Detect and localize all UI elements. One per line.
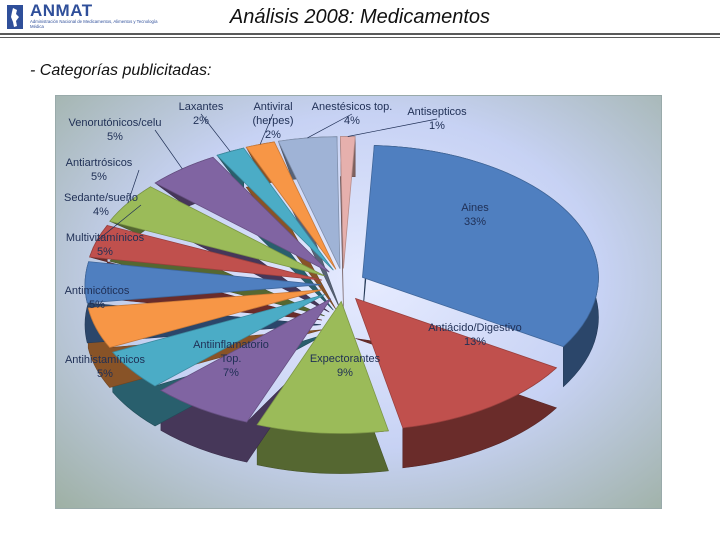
slice-value-label: 13%	[464, 336, 486, 348]
leader-line	[96, 204, 142, 242]
pie-slice	[277, 136, 341, 269]
slice-value-label: 5%	[91, 171, 107, 183]
slice-name-label: Antimicóticos	[65, 285, 130, 297]
header: ANMAT Administración Nacional de Medicam…	[0, 0, 720, 38]
slice-value-label: 1%	[429, 120, 445, 132]
pie-slice	[84, 261, 322, 304]
slice-label: Multivitamínicos 5%	[66, 232, 145, 258]
slice-name-label: Venorutónicos/celu	[69, 117, 162, 129]
slice-name-label: Top.	[221, 353, 242, 365]
leader-line	[200, 113, 231, 152]
slice-name-label: Laxantes	[179, 101, 224, 113]
pie-slice	[154, 156, 330, 273]
slice-value-label: 9%	[337, 367, 353, 379]
section-subtitle: - Categorías publicitadas:	[30, 62, 212, 79]
slice-label: Antiartrósicos 5%	[66, 157, 133, 183]
slice-value-label: 5%	[97, 368, 113, 380]
slice-name-label: Antiviral	[253, 101, 292, 113]
slice-value-label: 33%	[464, 216, 486, 228]
pie-slice	[362, 145, 599, 348]
page-title: Análisis 2008: Medicamentos	[229, 6, 491, 28]
pie-slice	[354, 297, 558, 429]
logo-text: ANMAT	[30, 1, 93, 20]
slice-name-label: Antihistamínicos	[65, 354, 146, 366]
leader-line	[127, 169, 140, 204]
slice-label: Antimicóticos 5%	[65, 285, 130, 311]
slice-label: Venorutónicos/celu 5%	[69, 117, 162, 143]
slice-name-label: Antiácido/Digestivo	[428, 322, 522, 334]
slice-name-label: Sedante/sueño	[64, 192, 138, 204]
slice-label: Antiviral (herpes) 2%	[253, 101, 294, 141]
pie-slice	[112, 294, 326, 387]
slice-label: Anestésicos top. 4%	[312, 101, 393, 127]
slice-name-label: Multivitamínicos	[66, 232, 145, 244]
pie-top-layer	[84, 136, 599, 434]
slice-value-label: 5%	[89, 299, 105, 311]
slice-name-label: Anestésicos top.	[312, 101, 393, 113]
slice-name-label: Expectorantes	[310, 353, 381, 365]
slice-label: Sedante/sueño 4%	[64, 192, 138, 218]
pie-labels: Aines 33% Antiácido/Digestivo 13% Expectoran…	[64, 101, 522, 380]
slice-value-label: 2%	[265, 129, 281, 141]
pie-slice	[160, 298, 332, 423]
leader-line	[154, 129, 183, 170]
slice-name-label: Aines	[461, 202, 489, 214]
header-rule-thin	[0, 37, 720, 38]
pie-slice	[109, 186, 325, 277]
slice-value-label: 5%	[97, 246, 113, 258]
slice-label: Antiinflamatorio Top. 7%	[193, 339, 269, 379]
slice-label: Antihistamínicos 5%	[65, 354, 146, 380]
pie-slice	[87, 289, 323, 348]
slice-name-label: Antiartrósicos	[66, 157, 133, 169]
argentina-map-icon	[7, 5, 23, 29]
logo-subtext: Administración Nacional de Medicamentos,…	[30, 19, 158, 29]
pie-slice	[339, 136, 356, 269]
leader-line	[307, 113, 353, 139]
anmat-logo: ANMAT Administración Nacional de Medicam…	[4, 1, 157, 32]
slice-label: Laxantes 2%	[179, 101, 224, 127]
pie-leader-lines	[96, 113, 438, 242]
slice-label: Expectorantes 9%	[310, 353, 381, 379]
slice-value-label: 2%	[193, 115, 209, 127]
slice-label: Aines 33%	[461, 202, 489, 228]
slice-label: Antiácido/Digestivo 13%	[428, 322, 522, 348]
slice-name-label: Antiinflamatorio	[193, 339, 269, 351]
pie-slice	[256, 300, 389, 434]
slice-name-label: Antisepticos	[407, 106, 467, 118]
header-rule	[0, 33, 720, 35]
leader-line	[347, 118, 438, 137]
slice-value-label: 5%	[107, 131, 123, 143]
slice-name-label: (herpes)	[253, 115, 294, 127]
pie-chart: Aines 33% Antiácido/Digestivo 13% Expectoran…	[64, 101, 599, 474]
slice-value-label: 7%	[223, 367, 239, 379]
slice-label: Antisepticos 1%	[407, 106, 467, 132]
leader-line	[259, 113, 274, 145]
slice-value-label: 4%	[93, 206, 109, 218]
slice-value-label: 4%	[344, 115, 360, 127]
